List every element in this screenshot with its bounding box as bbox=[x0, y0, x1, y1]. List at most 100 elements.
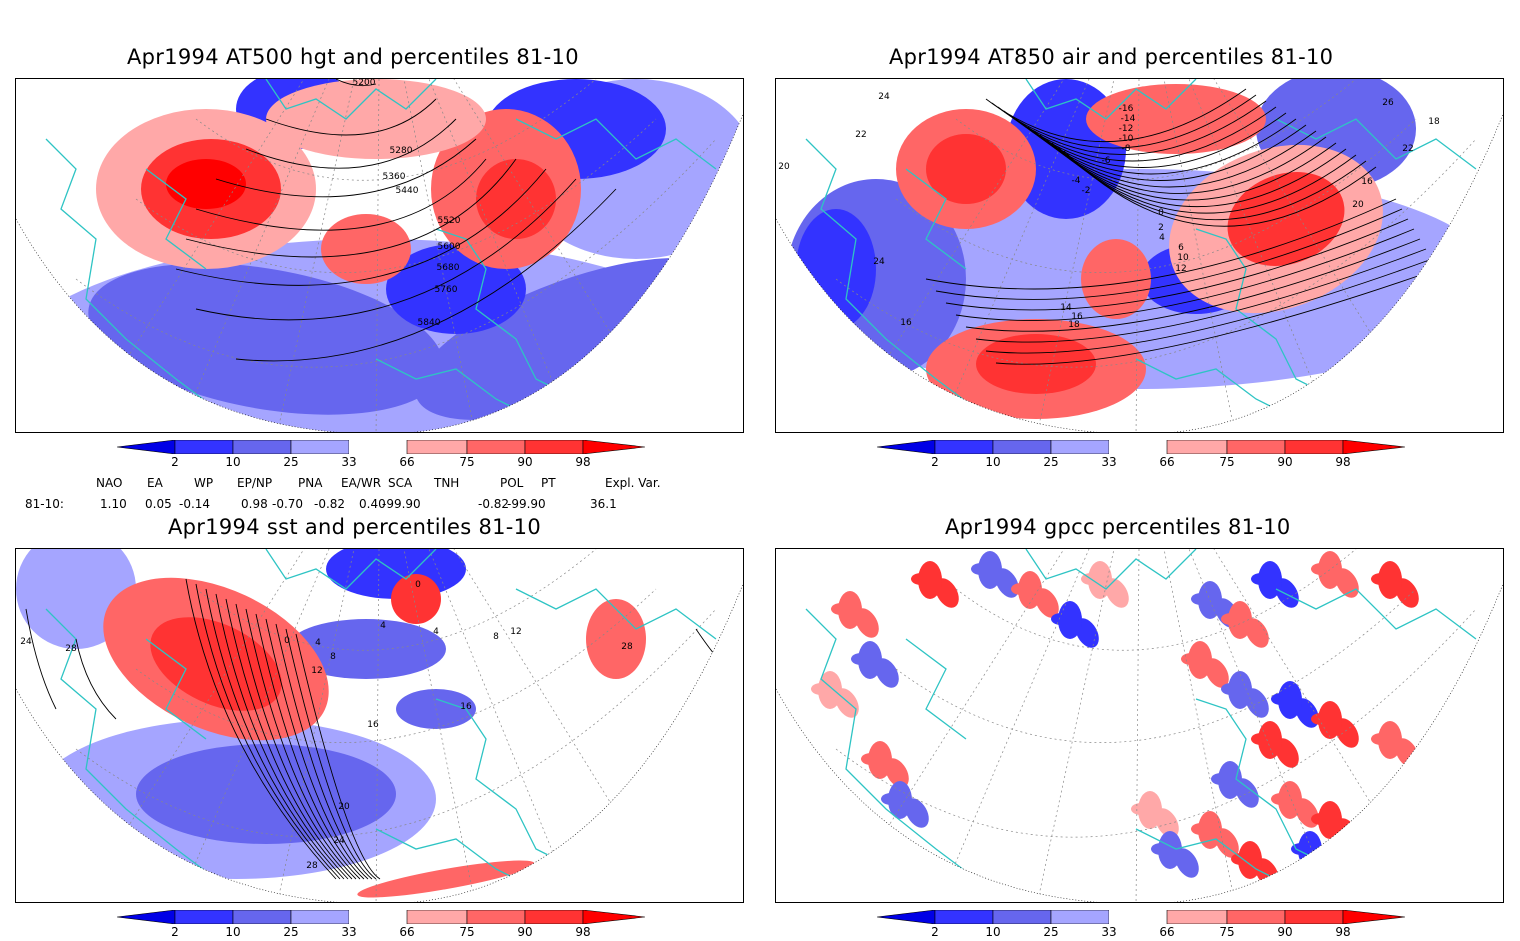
idx-val-5: -0.82 bbox=[314, 497, 346, 511]
colorbar-swatch bbox=[1050, 439, 1110, 455]
percentile-shading bbox=[88, 263, 444, 415]
title-bl: Apr1994 sst and percentiles 81-10 bbox=[168, 515, 541, 539]
contour-line bbox=[275, 623, 373, 880]
contour-line bbox=[245, 118, 457, 169]
contour-line bbox=[995, 268, 1439, 365]
percentile-shading bbox=[1318, 701, 1342, 739]
contour-line bbox=[235, 188, 617, 362]
percentile-shading bbox=[1138, 791, 1162, 829]
contour-line bbox=[205, 588, 345, 880]
contour-label: 16 bbox=[367, 720, 379, 730]
tr-contours bbox=[925, 88, 1439, 365]
colorbar-tick-label: 2 bbox=[171, 455, 179, 469]
colorbar-swatch bbox=[174, 909, 234, 925]
contour-line bbox=[975, 248, 1427, 343]
contour-label: 5280 bbox=[390, 146, 413, 156]
colorbar-tick-label: 98 bbox=[575, 925, 591, 939]
contour-label: 4 bbox=[1159, 233, 1165, 243]
contour-line bbox=[185, 158, 517, 258]
colorbar-swatch bbox=[232, 439, 292, 455]
colorbar-tick-label: 10 bbox=[985, 925, 1001, 939]
idx-header-0: NAO bbox=[96, 476, 123, 490]
contour-label: 5520 bbox=[438, 216, 461, 226]
colorbar-tick-label: 25 bbox=[283, 925, 299, 939]
colorbar-tr: 2 10 25 33 66 75 90 98 bbox=[876, 439, 1406, 471]
percentile-shading bbox=[1278, 681, 1302, 719]
contour-label: 24 bbox=[20, 637, 32, 647]
contour-label: 12 bbox=[311, 666, 322, 676]
idx-header-5: EA/WR bbox=[341, 476, 382, 490]
colorbar-tick-label: 10 bbox=[225, 925, 241, 939]
colorbar-swatch bbox=[232, 909, 292, 925]
colorbar-tick-label: 2 bbox=[931, 925, 939, 939]
contour-line bbox=[285, 628, 377, 880]
percentile-shading bbox=[838, 591, 862, 629]
percentile-shading bbox=[1158, 831, 1182, 869]
contour-line bbox=[965, 238, 1421, 332]
percentile-shading bbox=[1238, 841, 1262, 879]
contour-line bbox=[985, 88, 1247, 142]
colorbar-tick-label: 75 bbox=[459, 925, 475, 939]
colorbar-swatch bbox=[524, 909, 584, 925]
contour-line bbox=[935, 208, 1403, 300]
contour-label: 20 bbox=[338, 802, 350, 812]
colorbar-tick-label: 98 bbox=[575, 455, 591, 469]
contour-label: -12 bbox=[1119, 124, 1134, 134]
contour-line bbox=[955, 228, 1415, 321]
map-bl-sst: 24 28 0 4 8 12 16 20 24 28 0 4 16 4 8 12 28 bbox=[15, 548, 744, 903]
contour-line bbox=[225, 598, 353, 880]
idx-header-2: WP bbox=[194, 476, 214, 490]
colorbar-swatch bbox=[290, 909, 350, 925]
colorbar-tick-label: 90 bbox=[1277, 925, 1293, 939]
contour-line bbox=[215, 138, 477, 198]
projection-edge-mask bbox=[16, 113, 743, 432]
percentile-shading bbox=[266, 79, 486, 159]
percentile-shading bbox=[1378, 561, 1402, 599]
contour-line bbox=[985, 258, 1433, 354]
colorbar-swatch bbox=[1226, 439, 1286, 455]
contour-line bbox=[25, 608, 57, 710]
idx-header-6: SCA bbox=[388, 476, 413, 490]
idx-val-10: 36.1 bbox=[590, 497, 617, 511]
colorbar-tick-label: 66 bbox=[1159, 925, 1175, 939]
idx-header-1: EA bbox=[147, 476, 163, 490]
contour-label: -4 bbox=[1072, 176, 1081, 186]
percentile-shading bbox=[1228, 601, 1252, 639]
contour-line bbox=[195, 158, 487, 231]
colorbar-arrow-low bbox=[116, 909, 176, 925]
contour-label: 16 bbox=[900, 318, 912, 328]
colorbar-tick-label: 33 bbox=[341, 455, 357, 469]
colorbar-swatch bbox=[349, 910, 407, 924]
colorbar-swatch bbox=[1284, 439, 1344, 455]
percentile-shading bbox=[1058, 601, 1082, 639]
contour-label: 18 bbox=[1068, 320, 1080, 330]
colorbar-swatch bbox=[1166, 909, 1228, 925]
percentile-shading bbox=[1227, 171, 1345, 267]
contour-label: 2 bbox=[1158, 223, 1164, 233]
contour-line bbox=[265, 98, 437, 136]
colorbar-tick-label: 25 bbox=[1043, 925, 1059, 939]
title-br: Apr1994 gpcc percentiles 81-10 bbox=[945, 515, 1291, 539]
colorbar-swatch bbox=[1050, 909, 1110, 925]
contour-label: 4 bbox=[315, 638, 321, 648]
contour-line bbox=[235, 603, 357, 880]
colorbar-tick-label: 2 bbox=[171, 925, 179, 939]
percentile-shading bbox=[357, 860, 535, 898]
colorbar-tick-label: 75 bbox=[1219, 455, 1235, 469]
tr-percentile-shading bbox=[776, 79, 1496, 419]
contour-label: 16 bbox=[1361, 177, 1373, 187]
percentile-shading bbox=[1258, 561, 1282, 599]
contour-label: 5680 bbox=[437, 263, 460, 273]
contour-label: 12 bbox=[510, 627, 521, 637]
contour-line bbox=[175, 168, 547, 286]
contour-label: 0 bbox=[415, 580, 421, 590]
colorbar-tick-label: 25 bbox=[283, 455, 299, 469]
colorbar-tick-label: 2 bbox=[931, 455, 939, 469]
colorbar-br: 2 10 25 33 66 75 90 98 bbox=[876, 909, 1406, 941]
contour-line bbox=[255, 613, 365, 880]
contour-label: 6 bbox=[1178, 243, 1184, 253]
colorbar-tick-label: 66 bbox=[1159, 455, 1175, 469]
percentile-shading bbox=[136, 744, 396, 844]
tl-contours bbox=[175, 79, 617, 362]
colorbar-swatches bbox=[116, 909, 646, 925]
